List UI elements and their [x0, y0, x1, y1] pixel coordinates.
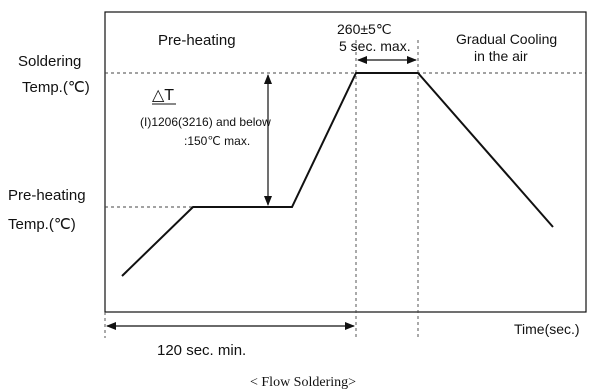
cooling-label-2: in the air [474, 48, 528, 64]
delta-t-label: △T [152, 87, 174, 104]
peak-temp-label: 260±5℃ [337, 21, 392, 37]
soldering-temp-label-2: Temp.(℃) [22, 79, 90, 96]
peak-time-label: 5 sec. max. [339, 38, 411, 54]
delta-t-note-1: (I)1206(3216) and below [140, 115, 271, 129]
temperature-profile-line [121, 72, 554, 277]
figure-caption: < Flow Soldering> [250, 375, 356, 390]
soldering-temp-label-1: Soldering [18, 53, 81, 70]
delta-t-note-2: :150℃ max. [184, 134, 250, 148]
plot-frame [104, 11, 587, 313]
preheating-temp-label-1: Pre-heating [8, 187, 86, 204]
duration-label: 120 sec. min. [157, 342, 246, 359]
preheating-temp-label-2: Temp.(℃) [8, 216, 76, 233]
x-axis-label: Time(sec.) [514, 321, 580, 337]
preheating-phase-label: Pre-heating [158, 32, 236, 49]
cooling-label-1: Gradual Cooling [456, 31, 557, 47]
